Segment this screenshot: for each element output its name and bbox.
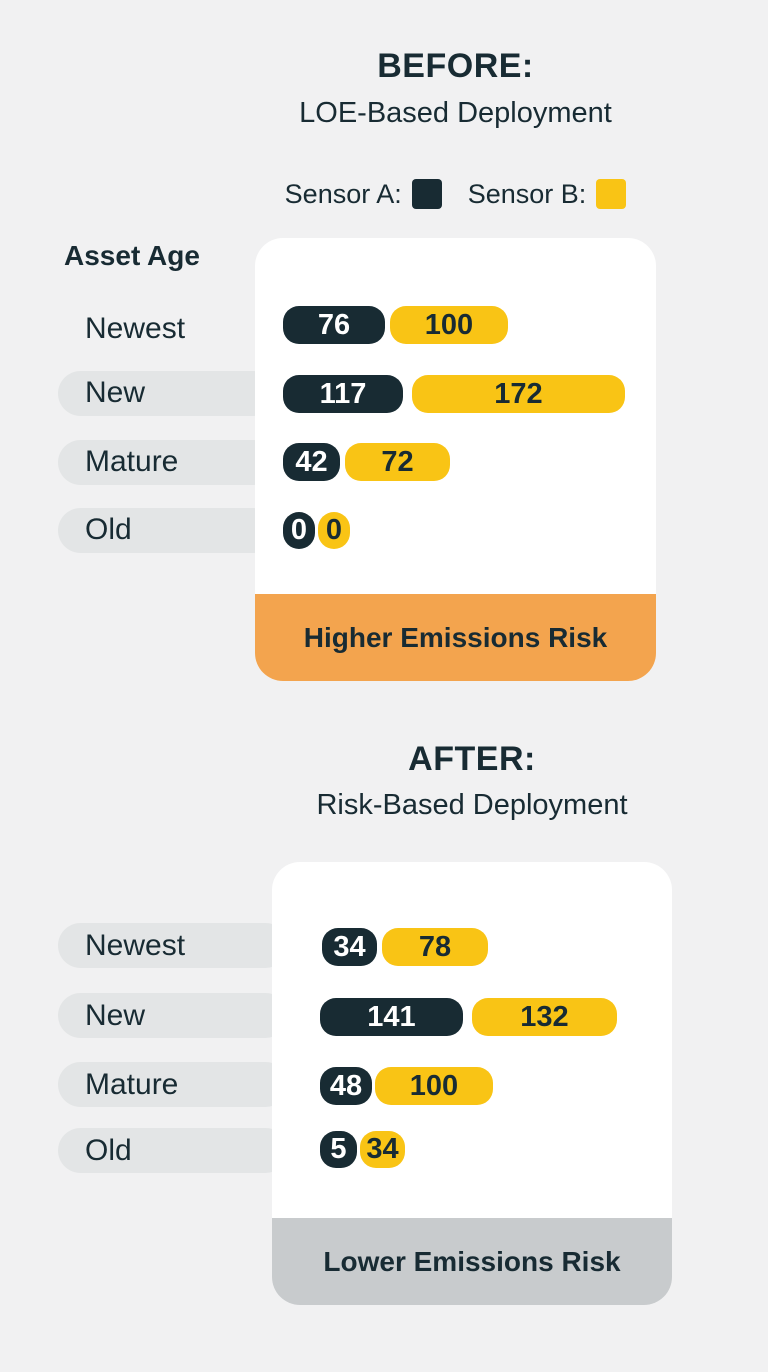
bar-after-new-sensor-b: 132 [472,998,617,1036]
before-title: BEFORE: [377,47,534,85]
row-highlight-before-mature [58,440,276,485]
legend-sensor-b-label: Sensor B: [467,178,587,209]
after-title: AFTER: [408,740,536,778]
bar-before-old-sensor-b: 0 [318,512,350,549]
bar-after-old-sensor-a: 5 [320,1131,357,1168]
bar-after-mature-sensor-a: 48 [320,1067,372,1105]
row-highlight-before-new [58,371,276,416]
asset-age-label: Asset Age [64,240,200,271]
row-label-after-new: New [85,999,146,1032]
row-label-after-old: Old [85,1134,132,1167]
after-subtitle: Risk-Based Deployment [316,789,628,821]
row-highlight-after-new [58,993,288,1038]
row-label-after-mature: Mature [85,1068,179,1101]
row-highlight-after-newest [58,923,288,968]
row-highlight-before-old [58,508,276,553]
row-label-before-old: Old [85,513,132,546]
row-label-before-new: New [85,376,146,409]
bar-before-new-sensor-a: 117 [283,375,403,413]
bar-before-old-sensor-a: 0 [283,512,315,549]
bar-before-newest-sensor-a: 76 [283,306,385,344]
after-footer-text: Lower Emissions Risk [323,1245,621,1277]
row-highlight-after-mature [58,1062,288,1107]
row-highlight-after-old [58,1128,288,1173]
sensor-a-swatch-icon [411,179,442,209]
bar-before-new-sensor-b: 172 [412,375,625,413]
bar-after-newest-sensor-b: 78 [382,928,488,966]
bar-before-mature-sensor-a: 42 [283,443,340,481]
row-label-before-newest: Newest [85,312,186,345]
before-footer-text: Higher Emissions Risk [303,621,608,653]
bar-before-mature-sensor-b: 72 [345,443,450,481]
bar-after-old-sensor-b: 34 [360,1131,405,1168]
after-footer-banner: Lower Emissions Risk [272,1218,672,1305]
bar-after-new-sensor-a: 141 [320,998,463,1036]
bar-after-newest-sensor-a: 34 [322,928,377,966]
before-subtitle: LOE-Based Deployment [299,97,612,129]
sensor-b-swatch-icon [596,179,627,209]
legend: Sensor A: Sensor B: [255,177,656,211]
bar-after-mature-sensor-b: 100 [375,1067,493,1105]
bar-before-newest-sensor-b: 100 [390,306,508,344]
before-footer-banner: Higher Emissions Risk [255,594,656,681]
row-label-before-mature: Mature [85,445,179,478]
row-label-after-newest: Newest [85,929,186,962]
legend-sensor-a-label: Sensor A: [284,178,402,209]
